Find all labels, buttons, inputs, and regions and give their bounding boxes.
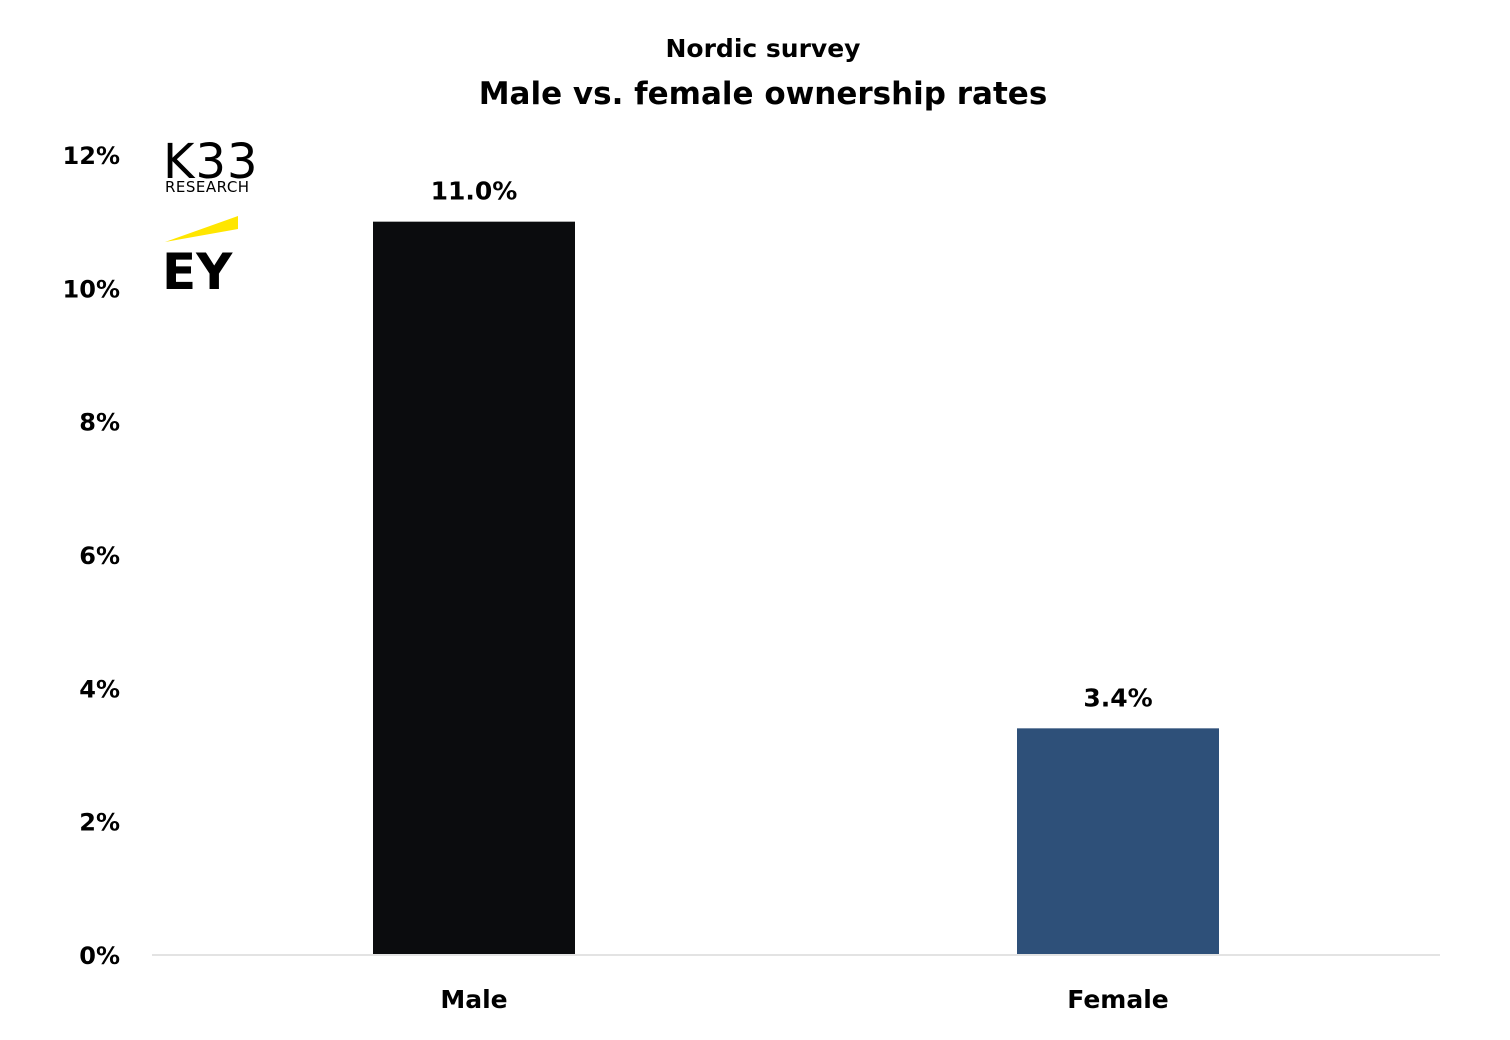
y-tick-label: 2% bbox=[79, 809, 120, 837]
y-tick-label: 12% bbox=[63, 142, 120, 170]
y-tick-label: 0% bbox=[79, 942, 120, 970]
ey-logo: EY bbox=[162, 243, 233, 301]
chart-subtitle: Nordic survey bbox=[666, 34, 861, 63]
y-tick-label: 4% bbox=[79, 675, 120, 703]
bar-female bbox=[1017, 728, 1219, 955]
x-axis: Male Female bbox=[440, 985, 1168, 1014]
k33-research-text: RESEARCH bbox=[165, 178, 250, 196]
k33-logo: K33 bbox=[163, 134, 259, 190]
logo-area: K33 RESEARCH EY bbox=[162, 134, 259, 301]
ey-accent-icon bbox=[165, 216, 238, 242]
category-label-male: Male bbox=[440, 985, 507, 1014]
y-tick-label: 10% bbox=[63, 275, 120, 303]
chart-title: Male vs. female ownership rates bbox=[479, 76, 1048, 112]
y-axis: 0% 2% 4% 6% 8% 10% 12% bbox=[63, 142, 120, 970]
bar-male bbox=[373, 221, 575, 955]
category-label-female: Female bbox=[1067, 985, 1168, 1014]
y-tick-label: 6% bbox=[79, 542, 120, 570]
value-label-female: 3.4% bbox=[1083, 683, 1152, 712]
y-tick-label: 8% bbox=[79, 409, 120, 437]
bars: 11.0% 3.4% bbox=[373, 177, 1219, 955]
value-label-male: 11.0% bbox=[431, 177, 518, 206]
